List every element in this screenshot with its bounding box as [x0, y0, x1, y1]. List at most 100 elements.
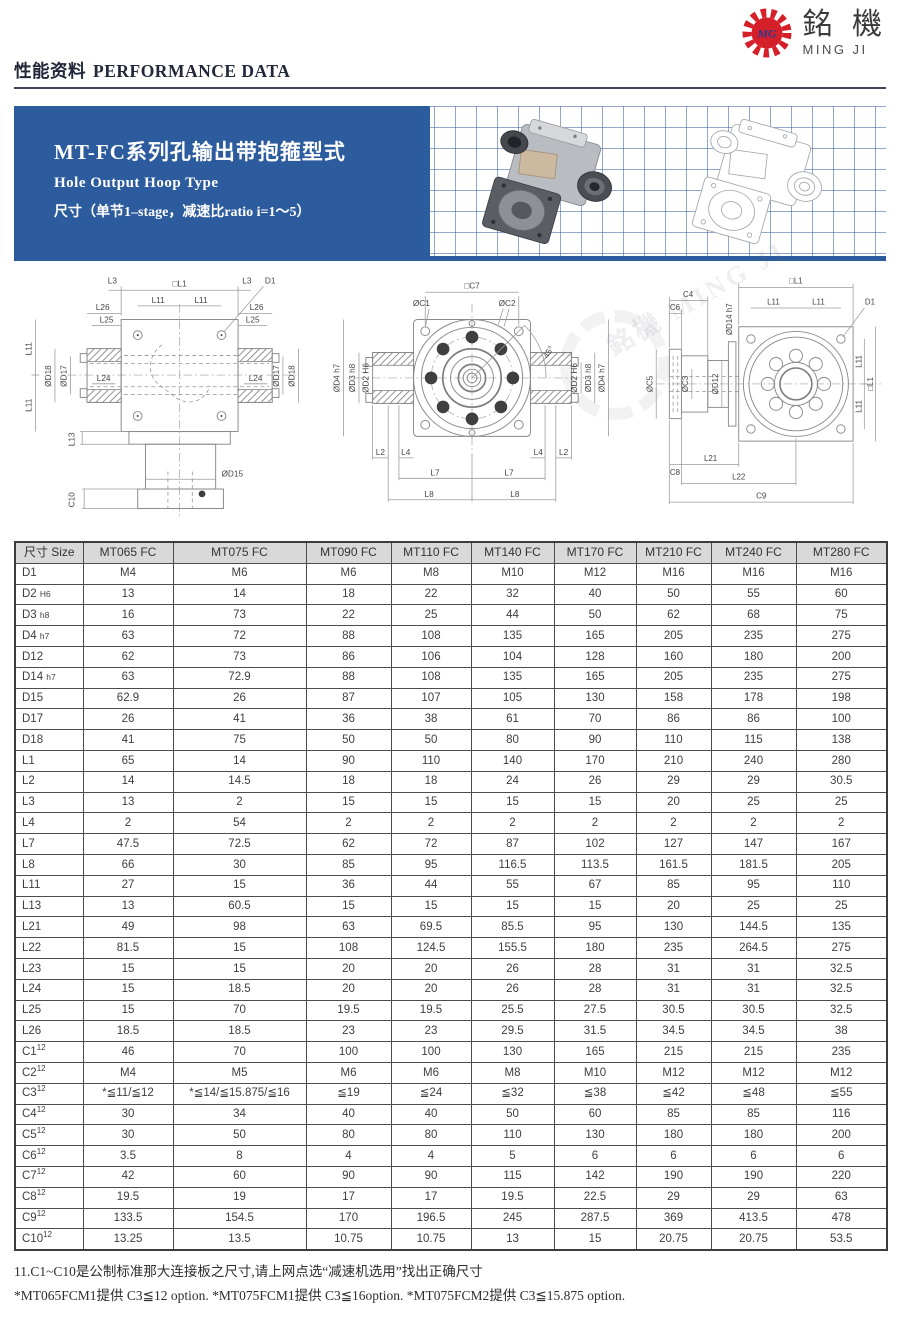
table-cell: 90: [305, 749, 392, 772]
table-cell: 73: [172, 645, 307, 668]
table-row: D4 h7 63 72 88 108 135 165 205 235 275: [14, 625, 888, 647]
header-divider: [14, 87, 886, 89]
dim-label: ØD2 H6: [362, 363, 371, 393]
table-cell: 27: [82, 874, 174, 897]
table-cell: 67: [553, 874, 637, 897]
table-cell: 20.75: [635, 1228, 712, 1251]
table-cell: 100: [390, 1041, 472, 1063]
table-cell: 280: [795, 749, 888, 772]
table-cell: M4: [82, 1061, 174, 1084]
column-header: MT110 FC: [390, 541, 472, 564]
front-dimensions: [31, 286, 299, 509]
table-cell: 85.5: [470, 916, 555, 939]
table-cell: 165: [553, 625, 637, 647]
table-cell: 73: [172, 604, 307, 627]
table-cell: 23: [390, 1020, 472, 1043]
dim-label: L13: [67, 432, 76, 446]
table-cell: 110: [470, 1124, 555, 1147]
dimension-spec-table: 尺寸 Size MT065 FC MT075 FC MT090 FC MT110 FC M…: [14, 541, 888, 1252]
table-cell: 50: [305, 729, 392, 751]
table-cell: 90: [553, 729, 637, 751]
dim-label: C4: [683, 290, 694, 299]
table-cell: 20: [305, 978, 392, 1001]
table-cell: 62.9: [82, 687, 174, 710]
table-cell: 88: [305, 625, 392, 647]
section-title-zh: 性能资料: [14, 61, 86, 81]
table-cell: 165: [553, 1041, 637, 1063]
table-cell: 140: [470, 749, 555, 772]
table-cell: 30: [82, 1124, 174, 1147]
dim-label: L4: [401, 448, 411, 457]
table-cell: 235: [795, 1041, 888, 1063]
table-row: L23 15 15 20 20 26 28 31 31 32.5: [14, 957, 888, 980]
table-cell: 30: [82, 1103, 174, 1126]
table-row: L11 27 15 36 44 55 67 85 95 110: [14, 874, 888, 897]
table-row: D14 h7 63 72.9 88 108 135 165 205 235 275: [14, 666, 888, 689]
footnote-1: 11.C1~C10是公制标准那大连接板之尺寸,请上网点选“减速机选用”找出正确尺…: [14, 1264, 483, 1280]
table-cell: 53.5: [795, 1228, 888, 1251]
table-row: D3 h8 16 73 22 25 44 50 62 68 75: [14, 604, 888, 627]
table-cell: 190: [710, 1165, 797, 1188]
table-cell: M8: [390, 562, 472, 585]
table-cell: 18.5: [172, 978, 307, 1001]
table-cell: 44: [390, 874, 472, 897]
table-cell: 40: [390, 1103, 472, 1126]
table-cell: 155.5: [470, 937, 555, 959]
table-cell: 44: [470, 604, 555, 627]
table-cell: 60.5: [172, 895, 307, 918]
table-cell: 50: [390, 729, 472, 751]
row-label: L25: [14, 999, 84, 1022]
table-row: L21 49 98 63 69.5 85.5 95 130 144.5 135: [14, 916, 888, 939]
table-cell: 18: [390, 770, 472, 793]
table-cell: 72.9: [172, 666, 307, 689]
table-row: C912 133.5 154.5 170 196.5 245 287.5 369 413.5 47…: [14, 1207, 888, 1230]
table-cell: 18: [305, 770, 392, 793]
table-cell: 85: [710, 1103, 797, 1126]
dim-label: L11: [25, 342, 34, 356]
table-cell: 30.5: [795, 770, 888, 793]
table-cell: 104: [470, 645, 555, 668]
row-label: C912: [14, 1207, 84, 1230]
table-cell: 19.5: [470, 1186, 555, 1209]
banner-subtitle-en: Hole Output Hoop Type: [54, 175, 219, 191]
table-cell: 27.5: [553, 999, 637, 1022]
table-cell: 275: [795, 666, 888, 689]
table-cell: 106: [390, 645, 472, 668]
table-cell: 75: [172, 729, 307, 751]
dim-label: L25: [100, 315, 114, 324]
table-cell: 161.5: [635, 853, 712, 876]
logo-text: 銘 機 MING JI: [803, 9, 889, 57]
table-cell: 14: [172, 583, 307, 606]
dim-label: ØD3 h8: [348, 363, 357, 392]
table-cell: 26: [82, 708, 174, 731]
table-cell: 15: [553, 1228, 637, 1251]
table-cell: 41: [82, 729, 174, 751]
table-cell: 49: [82, 916, 174, 939]
table-cell: 2: [82, 812, 174, 835]
table-cell: 72: [390, 833, 472, 855]
drawing-side-view: C4 C6 ØD14 h7 □L1 L11 L11 D1 ØC5 ØC3 ØD1…: [645, 277, 882, 504]
table-cell: 110: [795, 874, 888, 897]
table-cell: ≦24: [390, 1082, 472, 1105]
table-cell: M12: [553, 562, 637, 585]
section-title: 性能资料 PERFORMANCE DATA: [14, 58, 290, 83]
table-cell: 5: [470, 1145, 555, 1167]
table-cell: 198: [795, 687, 888, 710]
table-row: C312 *≦11/≦12 *≦14/≦15.875/≦16 ≦19 ≦24 ≦32 ≦38…: [14, 1082, 888, 1105]
table-cell: 154.5: [172, 1207, 307, 1230]
table-cell: 16: [82, 604, 174, 627]
banner-subtitle-zh: 尺寸（单节1–stage，减速比ratio i=1～5）: [54, 205, 311, 220]
dim-label: ØD12: [711, 373, 720, 394]
row-label: L7: [14, 833, 84, 855]
table-cell: 31: [635, 978, 712, 1001]
table-cell: 15: [553, 895, 637, 918]
table-cell: 63: [82, 625, 174, 647]
dim-label: L2: [559, 448, 569, 457]
table-cell: 180: [710, 1124, 797, 1147]
table-cell: 62: [305, 833, 392, 855]
dim-label: ØC3: [681, 375, 690, 392]
table-cell: 31.5: [553, 1020, 637, 1043]
dim-label: L3: [242, 276, 252, 285]
table-cell: 32.5: [795, 999, 888, 1022]
